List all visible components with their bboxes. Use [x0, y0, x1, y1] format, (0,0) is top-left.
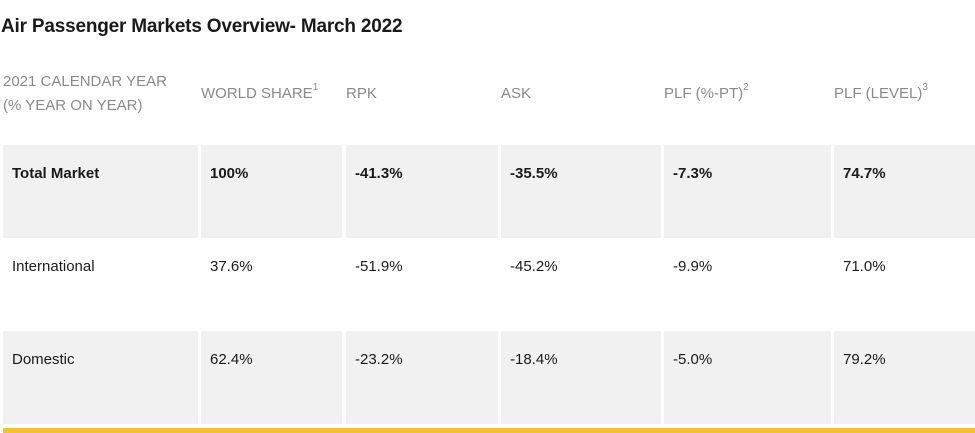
- header-rpk: RPK: [346, 82, 377, 106]
- footnote-marker: 1: [312, 82, 319, 93]
- header-world-share: WORLD SHARE1: [201, 82, 318, 106]
- footnote-marker: 3: [922, 82, 928, 93]
- cell-world-share: 100%: [201, 145, 342, 238]
- cell-rpk: -23.2%: [346, 331, 498, 424]
- header-plf-level: PLF (LEVEL)3: [834, 82, 928, 106]
- table-row: Total Market 100% -41.3% -35.5% -7.3% 74…: [3, 145, 975, 238]
- cell-world-share: 37.6%: [210, 258, 253, 275]
- header-calendar-year-line2: (% YEAR ON YEAR): [3, 97, 143, 114]
- cell-plf-level: 74.7%: [834, 145, 975, 238]
- cell-plf-pt: -5.0%: [664, 331, 831, 424]
- cell-ask: -35.5%: [501, 145, 661, 238]
- cell-ask: -18.4%: [501, 331, 661, 424]
- cell-plf-level: 79.2%: [834, 331, 975, 424]
- table-body: Total Market 100% -41.3% -35.5% -7.3% 74…: [3, 145, 975, 424]
- cell-market: Domestic: [3, 331, 198, 424]
- header-plf-pt-label: PLF (%-PT): [664, 85, 744, 102]
- cell-plf-pt: -9.9%: [673, 258, 713, 275]
- cell-rpk: -41.3%: [346, 145, 498, 238]
- footnote-marker: 2: [743, 82, 749, 93]
- header-calendar-year: 2021 CALENDAR YEAR (% YEAR ON YEAR): [3, 70, 167, 118]
- cell-plf-level: 71.0%: [843, 258, 886, 275]
- cell-market: International: [12, 258, 95, 275]
- cell-plf-pt: -7.3%: [664, 145, 831, 238]
- table-header: 2021 CALENDAR YEAR (% YEAR ON YEAR) WORL…: [0, 68, 975, 144]
- table-row: International 37.6% -51.9% -45.2% -9.9% …: [3, 238, 975, 331]
- table-row: Domestic 62.4% -23.2% -18.4% -5.0% 79.2%: [3, 331, 975, 424]
- header-plf-pt: PLF (%-PT)2: [664, 82, 749, 106]
- header-ask: ASK: [501, 82, 531, 106]
- header-rpk-label: RPK: [346, 85, 377, 102]
- cell-rpk: -51.9%: [355, 258, 403, 275]
- header-calendar-year-line1: 2021 CALENDAR YEAR: [3, 73, 167, 90]
- cell-world-share: 62.4%: [201, 331, 342, 424]
- header-world-share-label: WORLD SHARE: [201, 85, 313, 102]
- cell-market: Total Market: [3, 145, 198, 238]
- header-plf-level-label: PLF (LEVEL): [834, 85, 923, 102]
- page-title: Air Passenger Markets Overview- March 20…: [1, 16, 403, 37]
- header-ask-label: ASK: [501, 85, 532, 102]
- accent-bar: [3, 428, 975, 433]
- cell-ask: -45.2%: [510, 258, 558, 275]
